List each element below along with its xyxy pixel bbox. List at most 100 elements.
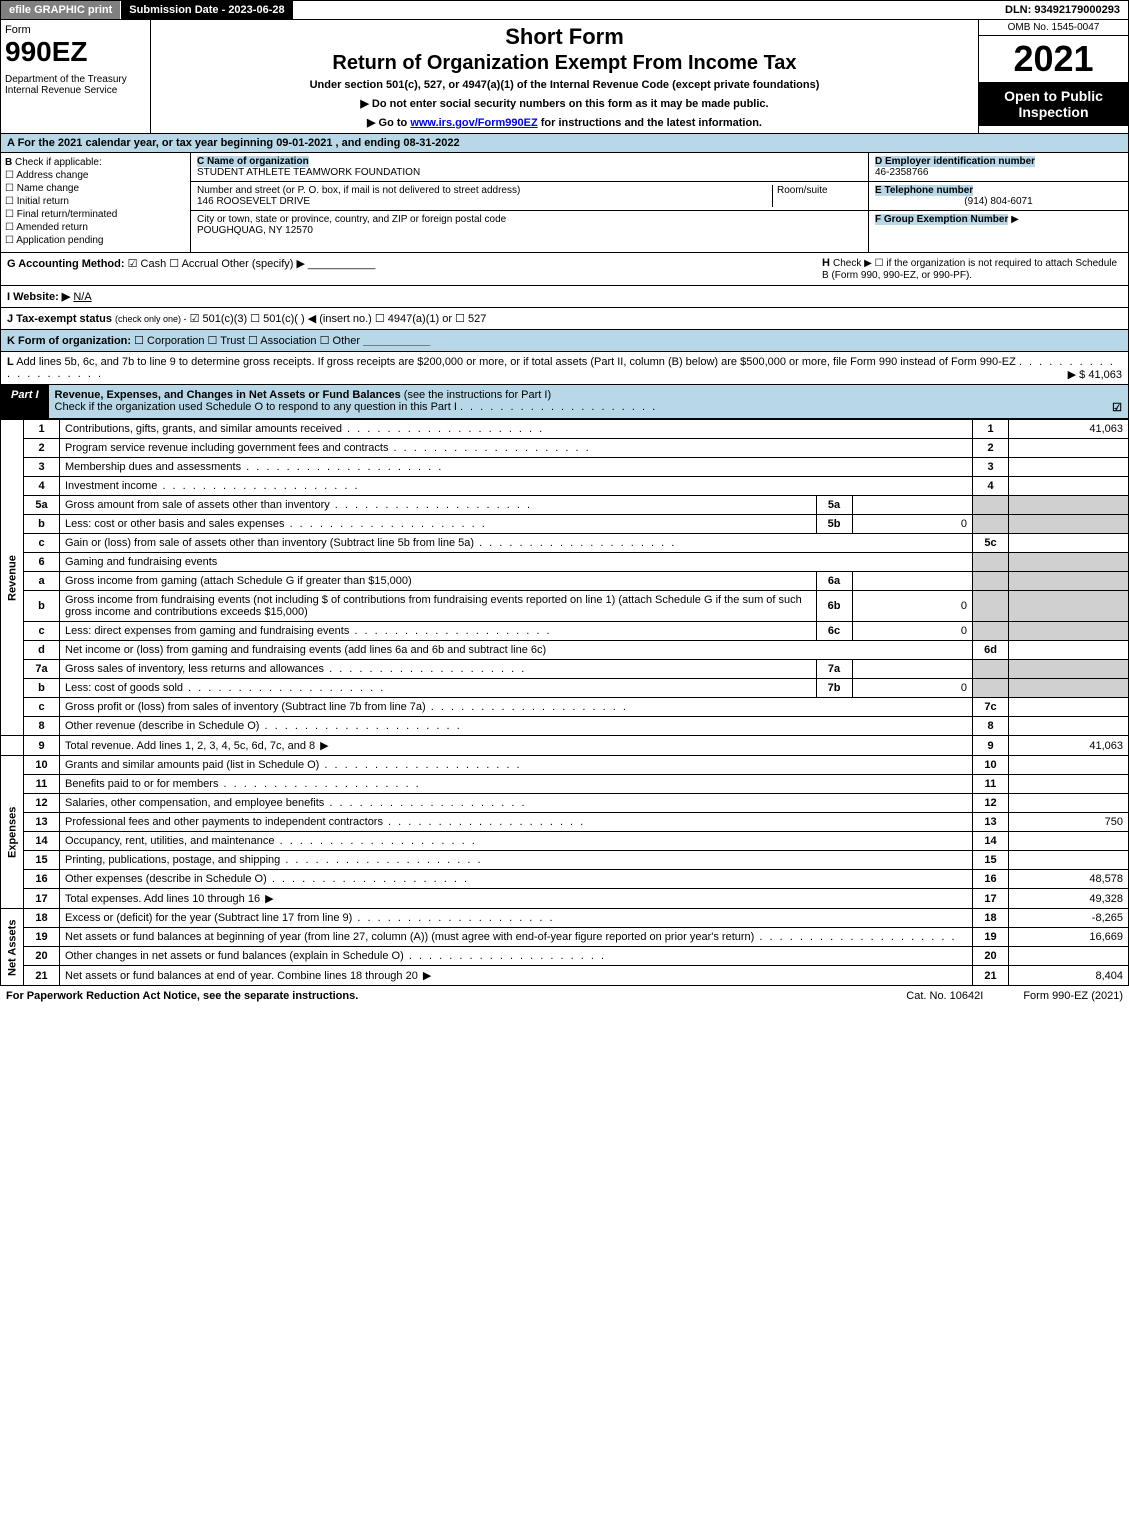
line-5a-num: 5a bbox=[24, 496, 60, 515]
k-opts[interactable]: ☐ Corporation ☐ Trust ☐ Association ☐ Ot… bbox=[134, 335, 360, 347]
line-8-col: 8 bbox=[973, 717, 1009, 736]
chk-address-change[interactable]: ☐ Address change bbox=[5, 170, 186, 181]
line-6b-num: b bbox=[24, 591, 60, 622]
line-6a-text: Gross income from gaming (attach Schedul… bbox=[60, 572, 816, 590]
line-10-num: 10 bbox=[24, 756, 60, 775]
chk-amended-return[interactable]: ☐ Amended return bbox=[5, 222, 186, 233]
line-1-num: 1 bbox=[24, 420, 60, 439]
h-label: H bbox=[822, 257, 830, 269]
dln-label: DLN: 93492179000293 bbox=[997, 1, 1128, 19]
line-13-num: 13 bbox=[24, 813, 60, 832]
section-def: D Employer identification number 46-2358… bbox=[868, 153, 1128, 252]
line-17-col: 17 bbox=[973, 889, 1009, 909]
section-i: I Website: ▶ N/A bbox=[0, 286, 1129, 308]
footer: For Paperwork Reduction Act Notice, see … bbox=[0, 986, 1129, 1006]
line-7a-sublbl: 7a bbox=[816, 660, 852, 678]
line-20-text: Other changes in net assets or fund bala… bbox=[60, 947, 973, 966]
c-name-label: C Name of organization bbox=[197, 156, 309, 167]
line-7a-amt bbox=[1009, 660, 1129, 679]
line-13-text: Professional fees and other payments to … bbox=[60, 813, 973, 832]
line-5c-text: Gain or (loss) from sale of assets other… bbox=[60, 534, 973, 553]
line-7c-col: 7c bbox=[973, 698, 1009, 717]
line-7c-text: Gross profit or (loss) from sales of inv… bbox=[60, 698, 973, 717]
room-label: Room/suite bbox=[777, 185, 828, 196]
line-4-text: Investment income bbox=[60, 477, 973, 496]
g-cash[interactable]: ☑ Cash bbox=[128, 258, 167, 270]
omb-number: OMB No. 1545-0047 bbox=[979, 20, 1128, 36]
row-a: A For the 2021 calendar year, or tax yea… bbox=[0, 134, 1129, 153]
g-other[interactable]: Other (specify) ▶ ___________ bbox=[221, 258, 375, 270]
line-14-text: Occupancy, rent, utilities, and maintena… bbox=[60, 832, 973, 851]
note2-pre: ▶ Go to bbox=[367, 117, 410, 129]
efile-button[interactable]: efile GRAPHIC print bbox=[1, 1, 121, 19]
chk-initial-return[interactable]: ☐ Initial return bbox=[5, 196, 186, 207]
section-j: J Tax-exempt status (check only one) - ☑… bbox=[0, 308, 1129, 330]
form-number: 990EZ bbox=[5, 36, 146, 68]
line-18-col: 18 bbox=[973, 909, 1009, 928]
line-21-col: 21 bbox=[973, 966, 1009, 986]
chk-name-change[interactable]: ☐ Name change bbox=[5, 183, 186, 194]
line-18-amt: -8,265 bbox=[1009, 909, 1129, 928]
addr-value: 146 ROOSEVELT DRIVE bbox=[197, 196, 310, 207]
footer-mid: Cat. No. 10642I bbox=[906, 990, 983, 1002]
note2-post: for instructions and the latest informat… bbox=[538, 117, 762, 129]
line-16-num: 16 bbox=[24, 870, 60, 889]
line-6b-col bbox=[973, 591, 1009, 622]
footer-right: Form 990-EZ (2021) bbox=[1023, 990, 1123, 1002]
line-5c-col: 5c bbox=[973, 534, 1009, 553]
top-bar: efile GRAPHIC print Submission Date - 20… bbox=[0, 0, 1129, 20]
chk-application-pending[interactable]: ☐ Application pending bbox=[5, 235, 186, 246]
expenses-vlabel: Expenses bbox=[1, 756, 24, 909]
line-6-num: 6 bbox=[24, 553, 60, 572]
line-9-text: Total revenue. Add lines 1, 2, 3, 4, 5c,… bbox=[60, 736, 973, 756]
line-21-text: Net assets or fund balances at end of ye… bbox=[60, 966, 973, 986]
line-11-num: 11 bbox=[24, 775, 60, 794]
line-6c-text: Less: direct expenses from gaming and fu… bbox=[60, 622, 816, 640]
note-link: ▶ Go to www.irs.gov/Form990EZ for instru… bbox=[155, 116, 974, 129]
line-7b-amt bbox=[1009, 679, 1129, 698]
line-9-amt: 41,063 bbox=[1009, 736, 1129, 756]
line-7a-subamt bbox=[852, 660, 972, 678]
line-11-amt bbox=[1009, 775, 1129, 794]
g-accrual[interactable]: ☐ Accrual bbox=[169, 258, 218, 270]
line-9-col: 9 bbox=[973, 736, 1009, 756]
chk-final-return[interactable]: ☐ Final return/terminated bbox=[5, 209, 186, 220]
line-19-amt: 16,669 bbox=[1009, 928, 1129, 947]
org-name: STUDENT ATHLETE TEAMWORK FOUNDATION bbox=[197, 167, 420, 178]
line-19-col: 19 bbox=[973, 928, 1009, 947]
j-opts[interactable]: ☑ 501(c)(3) ☐ 501(c)( ) ◀ (insert no.) ☐… bbox=[190, 313, 487, 325]
j-sub: (check only one) - bbox=[115, 314, 187, 324]
line-6b-subamt: 0 bbox=[852, 591, 972, 621]
line-5c-amt bbox=[1009, 534, 1129, 553]
section-b: B Check if applicable: ☐ Address change … bbox=[1, 153, 191, 252]
part1-checkbox[interactable]: ☑ bbox=[1112, 401, 1122, 414]
line-7c-num: c bbox=[24, 698, 60, 717]
identity-block: B Check if applicable: ☐ Address change … bbox=[0, 153, 1129, 253]
line-18-num: 18 bbox=[24, 909, 60, 928]
line-17-num: 17 bbox=[24, 889, 60, 909]
f-label: F Group Exemption Number bbox=[875, 214, 1008, 225]
line-11-col: 11 bbox=[973, 775, 1009, 794]
submission-date-button[interactable]: Submission Date - 2023-06-28 bbox=[121, 1, 293, 19]
line-6d-num: d bbox=[24, 641, 60, 660]
line-8-amt bbox=[1009, 717, 1129, 736]
line-20-num: 20 bbox=[24, 947, 60, 966]
netassets-vlabel: Net Assets bbox=[1, 909, 24, 986]
line-14-col: 14 bbox=[973, 832, 1009, 851]
line-7c-amt bbox=[1009, 698, 1129, 717]
irs-link[interactable]: www.irs.gov/Form990EZ bbox=[410, 117, 537, 129]
line-5c-num: c bbox=[24, 534, 60, 553]
line-17-amt: 49,328 bbox=[1009, 889, 1129, 909]
line-6d-col: 6d bbox=[973, 641, 1009, 660]
b-label: B bbox=[5, 157, 12, 168]
phone-value: (914) 804-6071 bbox=[875, 196, 1122, 207]
line-15-text: Printing, publications, postage, and shi… bbox=[60, 851, 973, 870]
line-6c-num: c bbox=[24, 622, 60, 641]
line-5a-subamt bbox=[852, 496, 972, 514]
form-header: Form 990EZ Department of the Treasury In… bbox=[0, 20, 1129, 134]
line-15-num: 15 bbox=[24, 851, 60, 870]
line-19-num: 19 bbox=[24, 928, 60, 947]
line-18-text: Excess or (deficit) for the year (Subtra… bbox=[60, 909, 973, 928]
part1-title: Revenue, Expenses, and Changes in Net As… bbox=[49, 385, 1128, 418]
line-7a-num: 7a bbox=[24, 660, 60, 679]
